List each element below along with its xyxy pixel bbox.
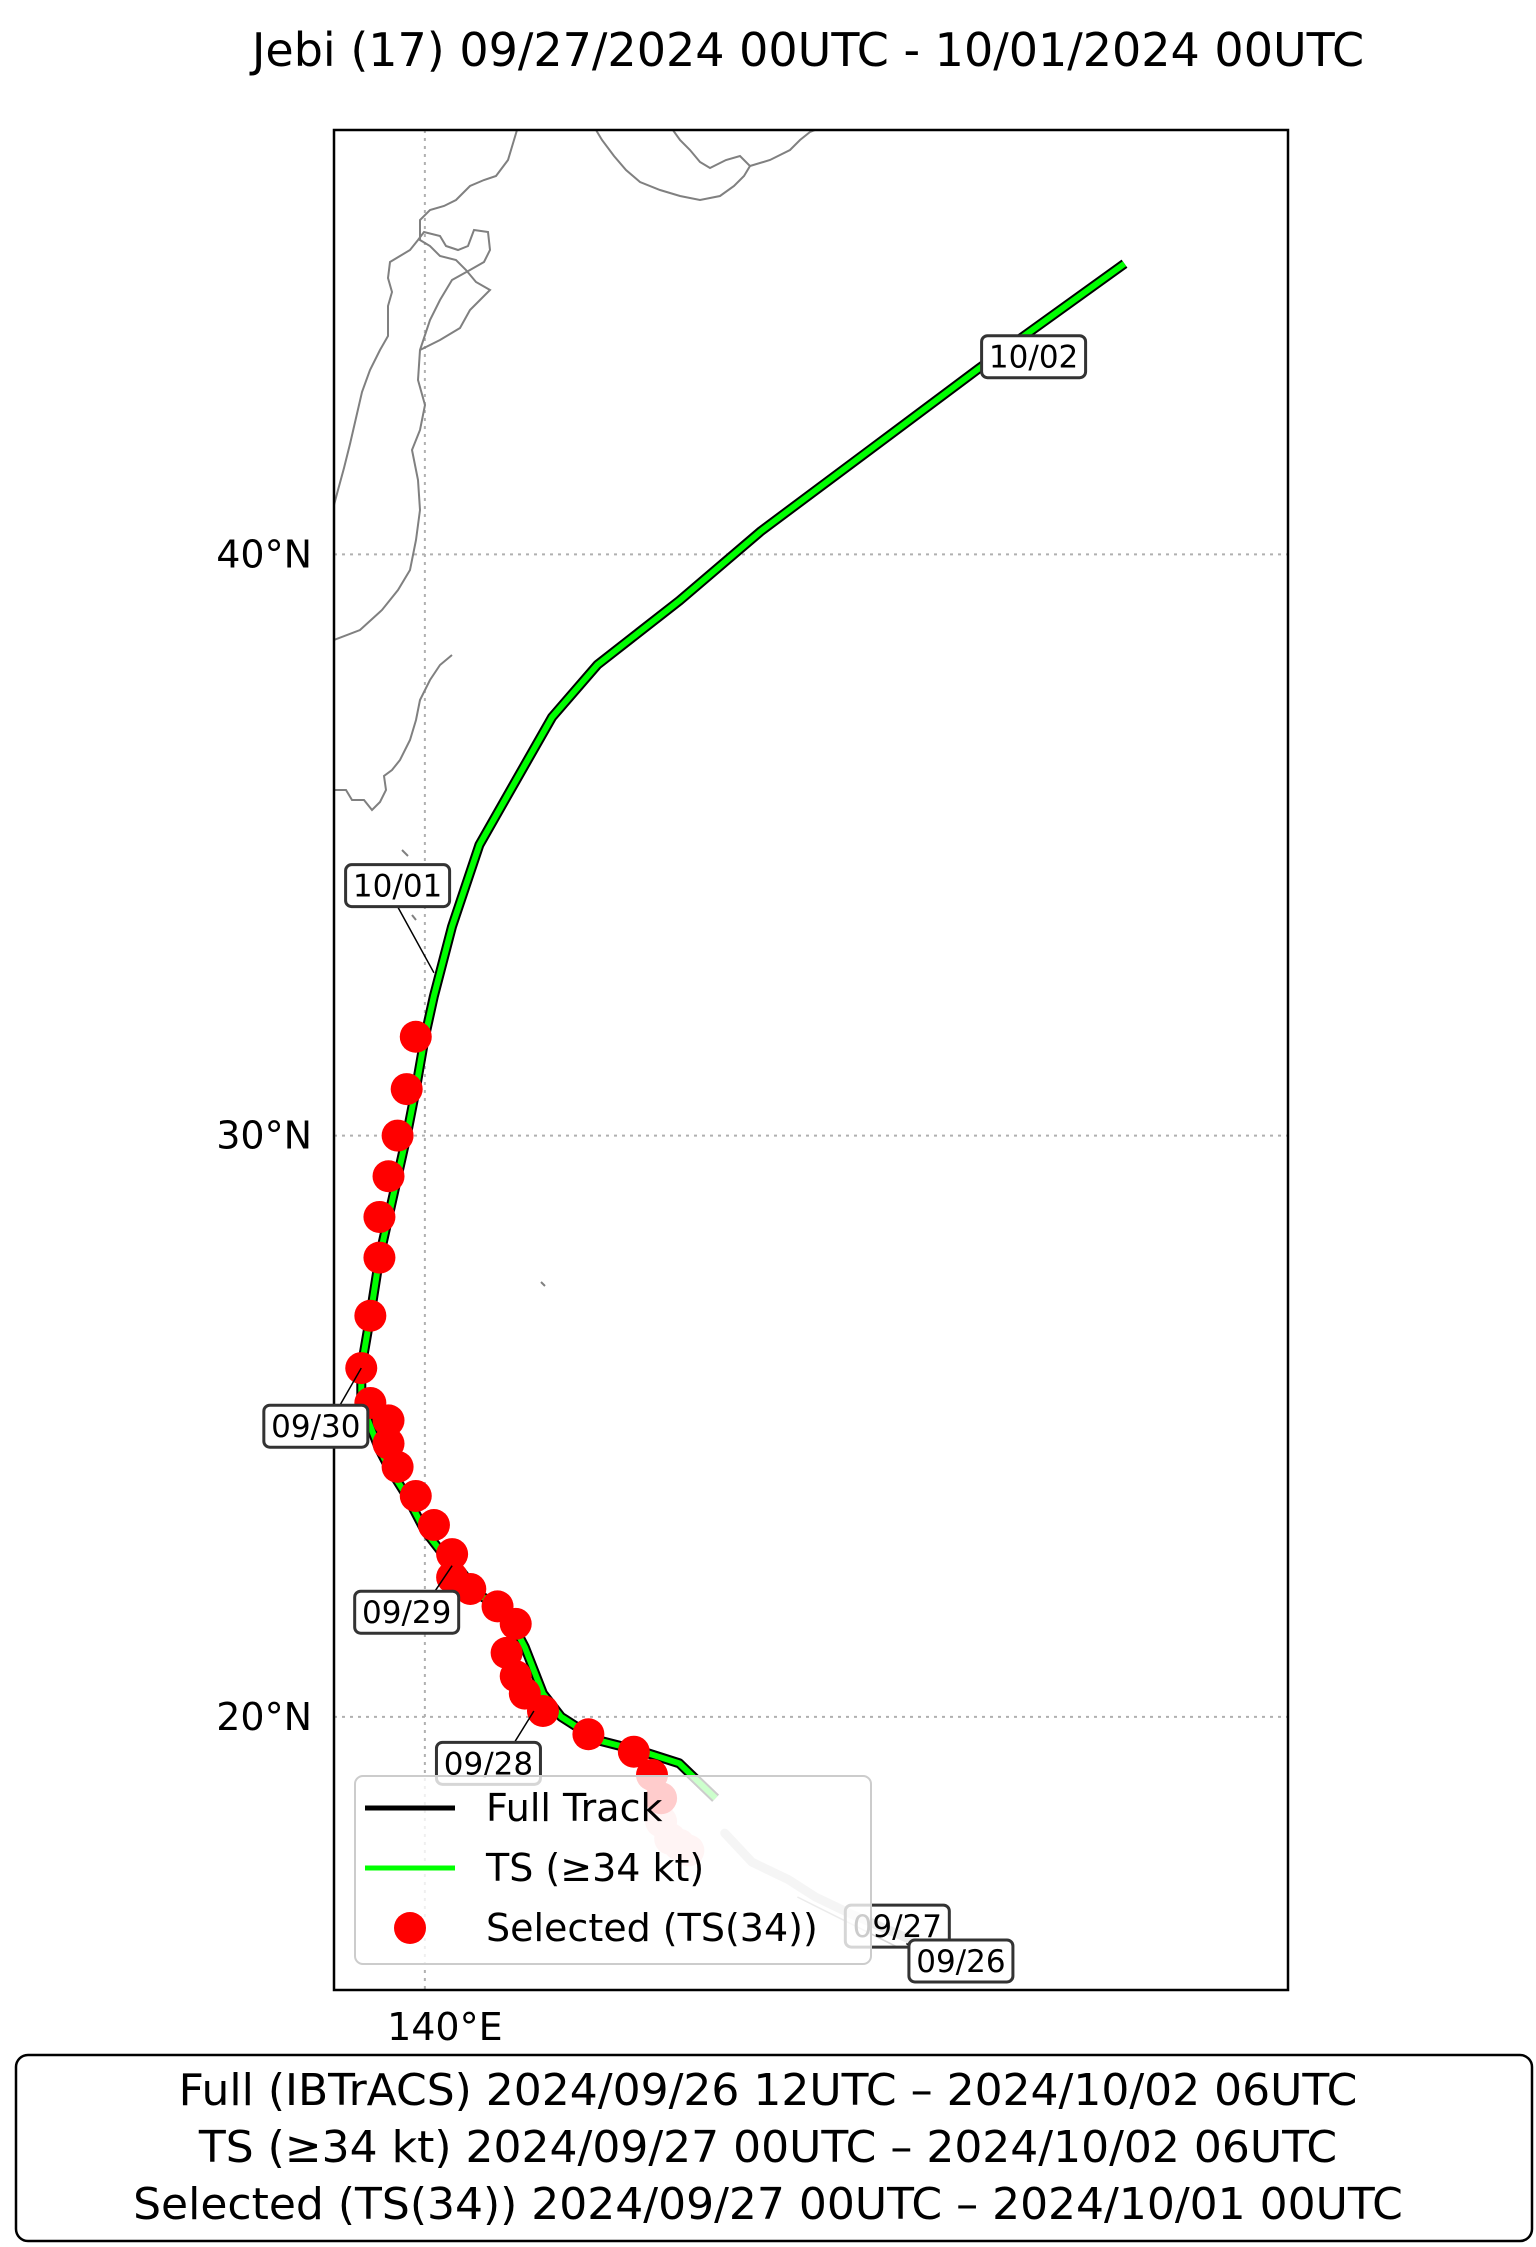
- lon-tick-label: 140°E: [387, 2005, 503, 2049]
- selected-point: [381, 1119, 414, 1152]
- selected-point: [381, 1450, 414, 1483]
- date-label-text: 09/29: [362, 1595, 451, 1631]
- selected-points: [345, 1020, 705, 1867]
- gridlines: [334, 130, 1288, 1990]
- legend-label: Full Track: [486, 1786, 663, 1830]
- summary-frame: [14, 2053, 1534, 2243]
- date-label-box: [980, 334, 1088, 380]
- lat-tick-label: 30°N: [216, 1114, 312, 1158]
- izu-island-coastline: [401, 849, 546, 1287]
- selected-point: [372, 1160, 405, 1193]
- summary-line-selected: Selected (TS(34)) 2024/09/27 00UTC – 202…: [133, 2179, 1403, 2230]
- lat-tick-label: 40°N: [216, 532, 312, 576]
- legend-label: TS (≥34 kt): [485, 1846, 704, 1890]
- ts-track-line: [358, 261, 1127, 1801]
- date-label: 10/01: [344, 863, 452, 974]
- selected-point: [454, 1572, 487, 1605]
- kurils-coastline: [749, 130, 818, 167]
- axis-tick-labels: 40°N 30°N 20°N 140°E: [216, 532, 502, 2049]
- date-label: 09/26: [905, 1938, 1015, 1984]
- lat-tick-label: 20°N: [216, 1695, 312, 1739]
- summary-line-full: Full (IBTrACS) 2024/09/26 12UTC – 2024/1…: [179, 2065, 1358, 2116]
- selected-point: [499, 1607, 532, 1640]
- map-frame: [332, 128, 1290, 1992]
- date-label: 09/30: [262, 1367, 370, 1449]
- selected-point: [617, 1735, 650, 1768]
- date-label: 10/02: [980, 334, 1088, 380]
- summary-box: Full (IBTrACS) 2024/09/26 12UTC – 2024/1…: [14, 2053, 1534, 2243]
- selected-point: [363, 1200, 396, 1233]
- selected-point: [399, 1020, 432, 1053]
- honshu-coastline: [334, 228, 492, 641]
- selected-point: [436, 1538, 469, 1571]
- date-label-box: [262, 1403, 370, 1449]
- full-track-line: [356, 259, 1128, 1802]
- selected-point: [526, 1695, 559, 1727]
- date-label-text: 09/26: [916, 1944, 1005, 1980]
- selected-point: [417, 1509, 450, 1541]
- legend-items: Full Track TS (≥34 kt) Selected (TS(34)): [365, 1786, 818, 1950]
- date-label-text: 09/30: [271, 1409, 360, 1445]
- legend-label: Selected (TS(34)): [486, 1906, 818, 1950]
- date-label: 09/29: [353, 1565, 461, 1635]
- date-label-box: [353, 1589, 461, 1635]
- date-label: 09/28: [434, 1710, 542, 1786]
- selected-point: [363, 1241, 396, 1274]
- date-label-text: 10/01: [353, 869, 442, 905]
- date-label-box: [907, 1938, 1015, 1984]
- summary-line-ts: TS (≥34 kt) 2024/09/27 00UTC – 2024/10/0…: [198, 2122, 1337, 2173]
- legend: Full Track TS (≥34 kt) Selected (TS(34)): [354, 1775, 872, 1965]
- selected-point: [354, 1299, 387, 1332]
- map-title: Jebi (17) 09/27/2024 00UTC - 10/01/2024 …: [249, 23, 1364, 77]
- selected-point: [390, 1073, 423, 1106]
- date-label-leader: [396, 906, 435, 974]
- date-label-text: 10/02: [989, 340, 1078, 376]
- storm-tracks: [356, 259, 1128, 1960]
- legend-swatch-dot: [394, 1912, 426, 1944]
- legend-box: [354, 1775, 872, 1965]
- date-label-box: [344, 863, 452, 909]
- selected-point: [372, 1404, 405, 1437]
- hokkaido-coastline: [419, 130, 752, 351]
- coastlines: [334, 130, 818, 1287]
- selected-point: [572, 1718, 605, 1751]
- kanto-coastline: [334, 654, 453, 812]
- selected-point: [399, 1479, 432, 1512]
